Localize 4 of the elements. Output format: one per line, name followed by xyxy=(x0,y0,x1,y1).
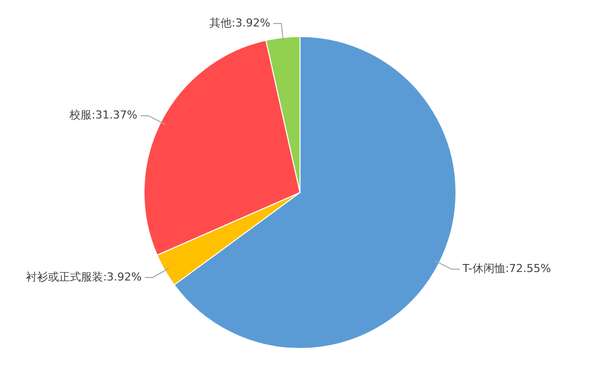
slice-label: 校服:31.37% xyxy=(68,108,138,122)
slice-label: T-休闲恤:72.55% xyxy=(462,262,552,276)
slice-label: 其他:3.92% xyxy=(210,16,270,30)
slice-label: 衬衫或正式服装:3.92% xyxy=(26,270,142,284)
